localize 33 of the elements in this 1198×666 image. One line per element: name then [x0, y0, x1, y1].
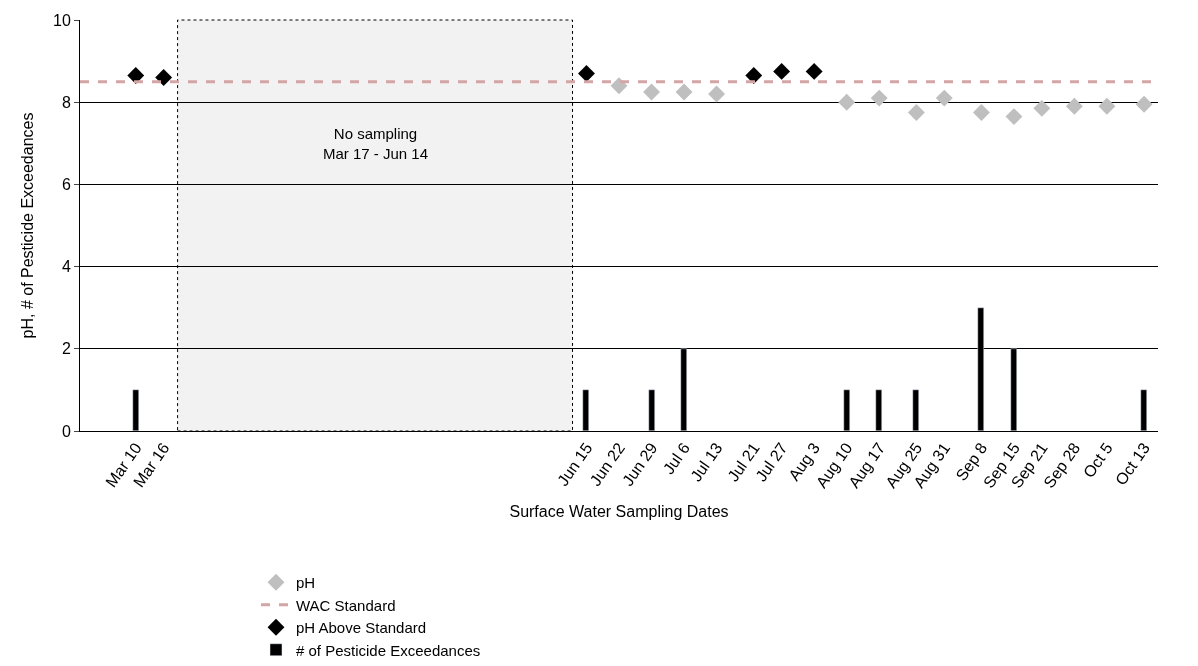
- point: [805, 62, 823, 80]
- point: [155, 69, 173, 86]
- point: [1135, 95, 1153, 113]
- point: [870, 89, 888, 107]
- point: [745, 67, 763, 84]
- point: [1065, 97, 1083, 115]
- point: [578, 64, 595, 82]
- y-axis-title: pH, # of Pesticide Exceedances: [18, 112, 36, 339]
- y-tick-label: 4: [61, 258, 71, 276]
- point: [935, 89, 953, 107]
- legend-label: # of Pesticide Exceedances: [296, 641, 481, 659]
- point: [610, 77, 628, 95]
- point: [1005, 108, 1023, 126]
- point: [838, 93, 856, 111]
- point: [1098, 97, 1116, 115]
- point: [907, 104, 925, 121]
- y-tick-label: 6: [61, 176, 71, 193]
- y-tick-label: 8: [61, 93, 71, 111]
- x-axis-title: Surface Water Sampling Dates: [509, 502, 729, 520]
- point: [643, 83, 660, 101]
- y-tick-label: 10: [53, 11, 71, 29]
- legend-label: pH: [296, 574, 316, 592]
- band-label: No sampling Mar 17 - Jun 14: [323, 125, 429, 162]
- point: [675, 83, 693, 101]
- y-tick-label: 2: [61, 340, 71, 358]
- point: [127, 67, 145, 84]
- point: [1033, 99, 1051, 117]
- y-tick-label: 0: [61, 422, 71, 440]
- point: [972, 104, 990, 121]
- point: [773, 62, 791, 80]
- legend-label: WAC Standard: [296, 596, 396, 614]
- legend-label: pH Above Standard: [296, 619, 427, 637]
- point: [708, 85, 726, 103]
